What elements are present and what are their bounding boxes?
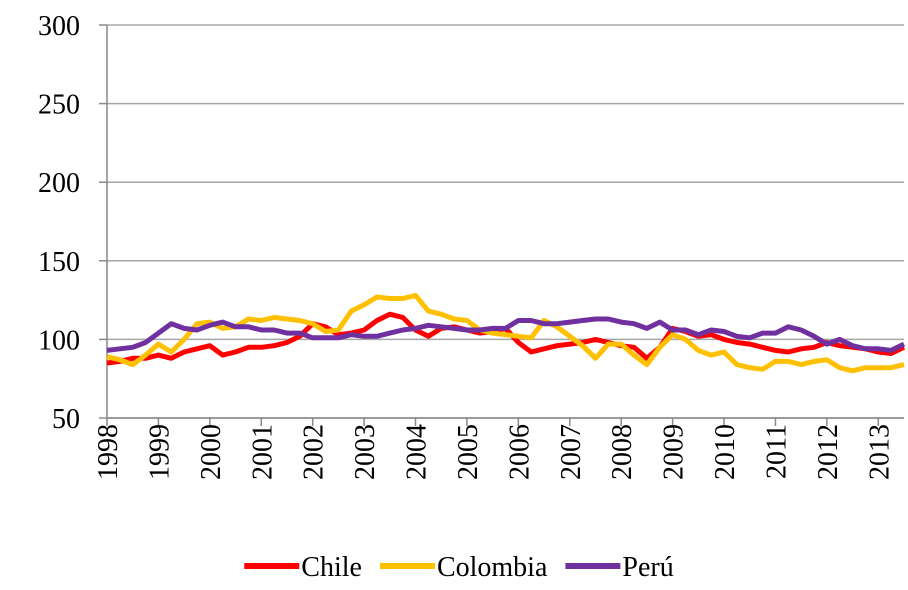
y-tick-label: 50 bbox=[52, 404, 80, 435]
x-tick-label: 2007 bbox=[556, 424, 587, 480]
y-tick-label: 100 bbox=[38, 325, 80, 356]
x-tick-label: 2002 bbox=[299, 424, 330, 480]
y-tick-label: 300 bbox=[38, 11, 80, 42]
legend: Chile Colombia Perú bbox=[244, 552, 674, 583]
series-line bbox=[106, 292, 905, 374]
x-tick-label: 1999 bbox=[144, 424, 175, 480]
x-tick-label: 2005 bbox=[453, 424, 484, 480]
legend-label: Perú bbox=[622, 552, 673, 583]
x-tick-label: 2011 bbox=[761, 424, 792, 479]
x-tick-label: 1998 bbox=[93, 424, 124, 480]
x-tick-label: 2008 bbox=[607, 424, 638, 480]
x-tick-label: 2003 bbox=[350, 424, 381, 480]
x-tick-label: 2000 bbox=[196, 424, 227, 480]
x-tick-label: 2001 bbox=[247, 424, 278, 480]
y-tick-label: 150 bbox=[38, 247, 80, 278]
y-tick-label: 250 bbox=[38, 90, 80, 121]
series-line bbox=[106, 316, 906, 353]
x-tick-label: 2013 bbox=[864, 424, 895, 480]
legend-label: Chile bbox=[301, 552, 362, 583]
y-tick-label: 200 bbox=[38, 168, 80, 199]
x-tick-label: 2009 bbox=[659, 424, 690, 480]
x-tick-label: 2004 bbox=[402, 424, 433, 480]
x-tick-label: 2010 bbox=[710, 424, 741, 480]
x-tick-label: 2006 bbox=[504, 424, 535, 480]
legend-label: Colombia bbox=[437, 552, 548, 583]
x-tick-label: 2012 bbox=[813, 424, 844, 480]
